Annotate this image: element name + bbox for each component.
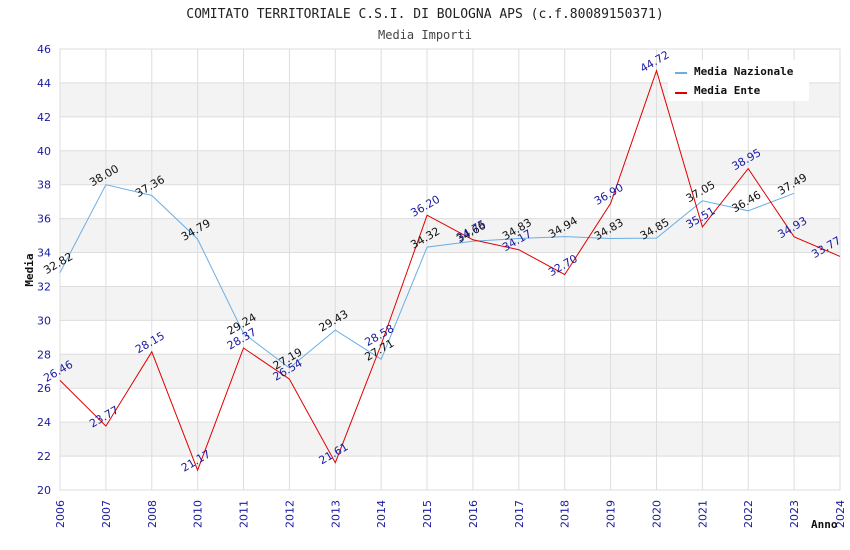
series-line-media-ente	[59, 69, 841, 472]
x-tick-label: 2010	[192, 500, 205, 528]
x-tick-label: 2014	[375, 500, 388, 528]
x-tick-label: 2018	[559, 500, 572, 528]
x-tick-label: 2012	[283, 500, 296, 528]
x-tick-label: 2013	[329, 500, 342, 528]
x-tick-label: 2011	[238, 500, 251, 528]
y-tick-label: 20	[37, 484, 51, 497]
y-tick-label: 46	[37, 43, 51, 56]
data-label-media-ente: 28.15	[133, 329, 167, 356]
x-tick-label: 2007	[100, 500, 113, 528]
x-axis-label: Anno	[811, 518, 838, 531]
data-label-media-ente: 44.72	[638, 48, 672, 75]
series-line-media-nazionale	[59, 184, 795, 369]
x-tick-label: 2020	[650, 500, 663, 528]
legend-background	[668, 60, 809, 101]
y-tick-label: 44	[37, 77, 51, 90]
series-lines	[59, 69, 841, 472]
y-tick-label: 32	[37, 280, 51, 293]
legend: Media Nazionale Media Ente	[668, 60, 809, 101]
x-tick-label: 2017	[513, 500, 526, 528]
y-tick-label: 30	[37, 314, 51, 327]
plot-band	[60, 354, 840, 389]
x-tick-label: 2016	[467, 500, 480, 528]
y-tick-label: 28	[37, 348, 51, 361]
x-tick-label: 2019	[605, 500, 618, 528]
y-tick-label: 34	[37, 247, 51, 260]
y-tick-label: 40	[37, 145, 51, 158]
y-axis-ticks: 20 22 24 26 28 30 32 34 36 38 40 42 44 46	[37, 43, 51, 497]
x-tick-label: 2006	[54, 500, 67, 528]
x-tick-label: 2024	[834, 500, 847, 528]
x-axis-ticks: 2006 2007 2008 2010 2011 2012 2013 2014 2015 2016…	[54, 500, 847, 528]
legend-label-media-nazionale: Media Nazionale	[694, 65, 794, 78]
plot-band	[60, 286, 840, 321]
legend-label-media-ente: Media Ente	[694, 84, 761, 97]
x-tick-label: 2021	[696, 500, 709, 528]
y-tick-label: 36	[37, 213, 51, 226]
y-tick-label: 24	[37, 416, 51, 429]
y-tick-label: 42	[37, 111, 51, 124]
y-axis-label: Media	[23, 253, 36, 286]
plot-background-bands	[60, 82, 840, 457]
chart-subtitle: Media Importi	[378, 28, 472, 42]
plot-band	[60, 422, 840, 457]
y-tick-label: 38	[37, 179, 51, 192]
x-tick-label: 2022	[742, 500, 755, 528]
data-label-media-ente: 32.70	[546, 252, 580, 279]
y-tick-label: 26	[37, 382, 51, 395]
plot-band	[60, 150, 840, 185]
plot-band	[60, 218, 840, 253]
plot-area-border	[59, 48, 841, 491]
y-tick-label: 22	[37, 450, 51, 463]
x-tick-label: 2015	[421, 500, 434, 528]
data-label-media-nazionale: 36.46	[730, 188, 764, 215]
x-tick-label: 2023	[788, 500, 801, 528]
chart-title: COMITATO TERRITORIALE C.S.I. DI BOLOGNA …	[186, 7, 663, 22]
data-label-media-ente: 36.20	[408, 193, 442, 220]
x-tick-label: 2008	[146, 500, 159, 528]
